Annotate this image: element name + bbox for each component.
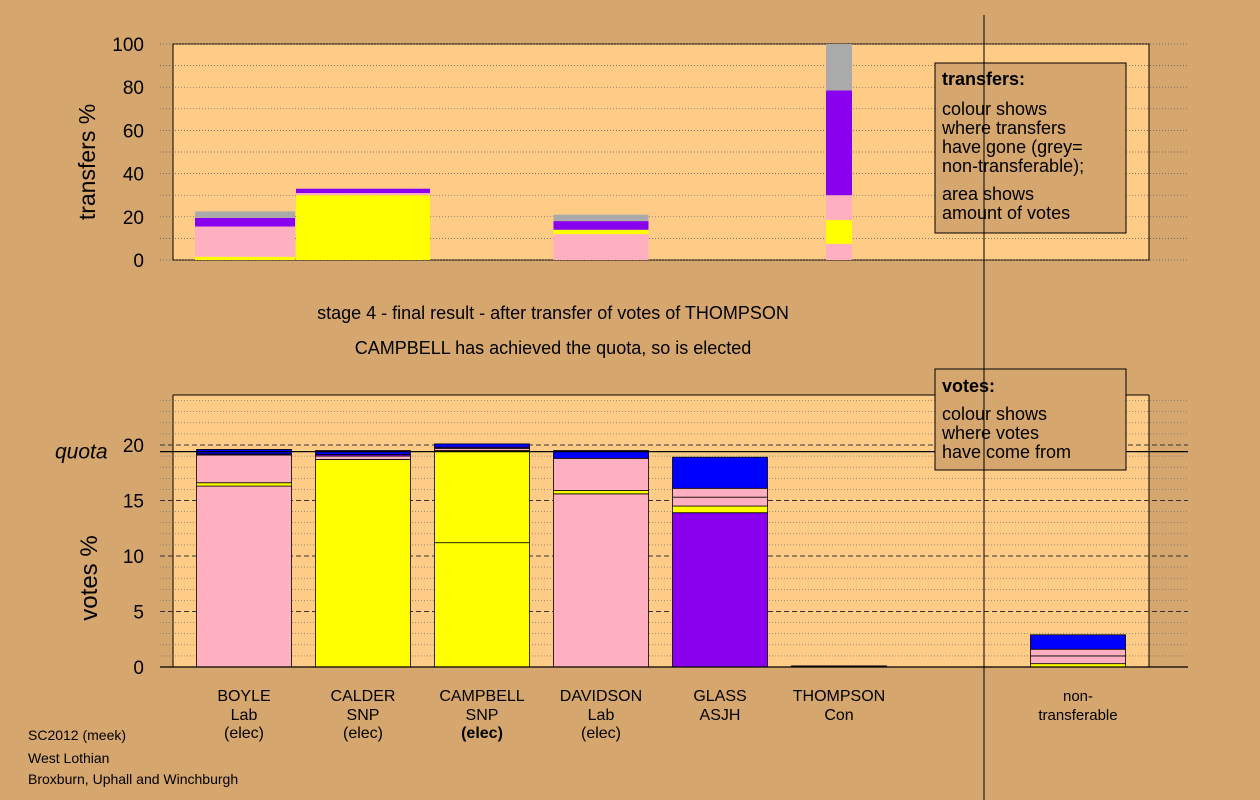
transfers-gridlines: [160, 43, 1188, 261]
transfers-bar-segment: [296, 193, 430, 196]
candidate-party: Con: [824, 707, 853, 724]
candidate-party: Lab: [231, 707, 258, 724]
candidate-status: (elec): [343, 725, 383, 742]
votes-bar-segment: [1030, 648, 1126, 657]
votes-bar-segment: [434, 450, 530, 544]
votes-bar-segment: [672, 496, 768, 507]
footer-council: West Lothian: [28, 750, 109, 766]
votes-bar-segment: [672, 487, 768, 498]
candidate-party: Lab: [588, 707, 615, 724]
transfers-y-tick-label: 20: [123, 208, 144, 229]
votes-bar-segment: [672, 512, 768, 668]
transfers-y-tick-label: 40: [123, 165, 144, 186]
transfers-legend-line: where transfers: [941, 118, 1066, 138]
votes-bar-segment: [196, 485, 292, 668]
votes-bar-segment: [672, 456, 768, 489]
votes-y-axis-label: votes %: [76, 535, 103, 620]
votes-y-ticks: 0 5 10 15 20: [123, 436, 144, 679]
transfers-y-tick-label: 100: [112, 35, 144, 56]
votes-legend-box: votes: colour shows where votes have com…: [934, 368, 1127, 471]
votes-bar-segment: [672, 505, 768, 514]
votes-bar-segment: [553, 457, 649, 491]
votes-bar-segment: [1030, 655, 1126, 665]
votes-legend-line: colour shows: [942, 404, 1047, 424]
votes-legend-line: where votes: [941, 423, 1039, 443]
elected-announcement: CAMPBELL has achieved the quota, so is e…: [355, 338, 752, 358]
votes-bar-segment: [434, 542, 530, 668]
transfers-legend-box: transfers: colour shows where transfers …: [934, 62, 1127, 234]
transfers-bar-segment: [296, 188, 430, 194]
votes-y-tick-label: 15: [123, 492, 144, 513]
transfers-bar-segment: [195, 211, 295, 218]
transfers-y-ticks: 0 20 40 60 80 100: [112, 35, 144, 272]
transfers-bar-segment: [553, 234, 649, 260]
candidate-party: transferable: [1038, 707, 1117, 724]
candidate-status: (elec): [461, 725, 503, 742]
footer-election: SC2012 (meek): [28, 727, 126, 743]
votes-legend-line: have come from: [942, 442, 1071, 462]
footer-ward: Broxburn, Uphall and Winchburgh: [28, 771, 238, 787]
transfers-bar-segment: [826, 195, 852, 221]
votes-bars: [196, 443, 1126, 668]
votes-bar-segment: [315, 450, 411, 455]
transfers-legend-line: colour shows: [942, 99, 1047, 119]
votes-bar-segment: [315, 455, 411, 460]
transfers-bar-segment: [826, 243, 852, 260]
transfers-y-axis-label: transfers %: [74, 104, 100, 220]
candidate-party: ASJH: [700, 707, 741, 724]
transfers-legend-frame: [934, 62, 1127, 234]
transfers-bar-segment: [826, 44, 852, 91]
candidate-party: SNP: [347, 707, 380, 724]
transfers-y-tick-label: 0: [133, 251, 144, 272]
votes-bar-segment: [553, 490, 649, 495]
transfers-legend-line: have gone (grey=: [942, 137, 1083, 157]
votes-bar-segment: [553, 450, 649, 459]
stage-description: stage 4 - final result - after transfer …: [317, 303, 789, 323]
votes-bar-segment: [434, 443, 530, 448]
transfers-legend-line: non-transferable);: [942, 156, 1084, 176]
votes-y-tick-label: 0: [133, 658, 144, 679]
candidate-name: CALDER: [331, 688, 396, 705]
transfers-bar-segment: [195, 226, 295, 257]
quota-label: quota: [55, 441, 108, 464]
candidate-party: SNP: [466, 707, 499, 724]
candidate-name: DAVIDSON: [560, 688, 642, 705]
transfers-y-tick-label: 80: [123, 78, 144, 99]
candidate-name: BOYLE: [217, 688, 270, 705]
votes-legend-frame: [934, 368, 1127, 471]
transfers-legend-line: area shows: [942, 184, 1034, 204]
votes-plot: 0 5 10 15 20 quota votes %: [55, 394, 1188, 679]
transfers-bar-segment: [826, 90, 852, 196]
votes-bar-segment: [196, 454, 292, 484]
votes-bar-segment: [1030, 634, 1126, 650]
votes-y-tick-label: 10: [123, 547, 144, 568]
votes-y-tick-label: 20: [123, 436, 144, 457]
candidate-status: (elec): [581, 725, 621, 742]
votes-bar-segment: [315, 459, 411, 668]
candidate-name: non-: [1063, 688, 1093, 705]
candidate-labels: BOYLELab(elec)CALDERSNP(elec)CAMPBELLSNP…: [217, 688, 1117, 742]
transfers-bar-segment: [296, 195, 430, 260]
transfers-bar-segment: [553, 221, 649, 230]
transfers-bars: [195, 44, 852, 260]
transfers-bar-segment: [553, 229, 649, 235]
votes-bar-segment: [553, 493, 649, 668]
transfers-y-tick-label: 60: [123, 121, 144, 142]
transfers-bar-segment: [553, 214, 649, 222]
candidate-name: CAMPBELL: [439, 688, 524, 705]
votes-legend-title: votes:: [942, 376, 995, 396]
transfers-bar-segment: [826, 220, 852, 244]
candidate-name: THOMPSON: [793, 688, 885, 705]
votes-bar-segment: [196, 482, 292, 487]
votes-y-tick-label: 5: [133, 603, 144, 624]
candidate-status: (elec): [224, 725, 264, 742]
transfers-legend-line: amount of votes: [942, 203, 1070, 223]
candidate-name: GLASS: [693, 688, 746, 705]
transfers-bar-segment: [195, 256, 295, 260]
transfers-bar-segment: [195, 217, 295, 227]
